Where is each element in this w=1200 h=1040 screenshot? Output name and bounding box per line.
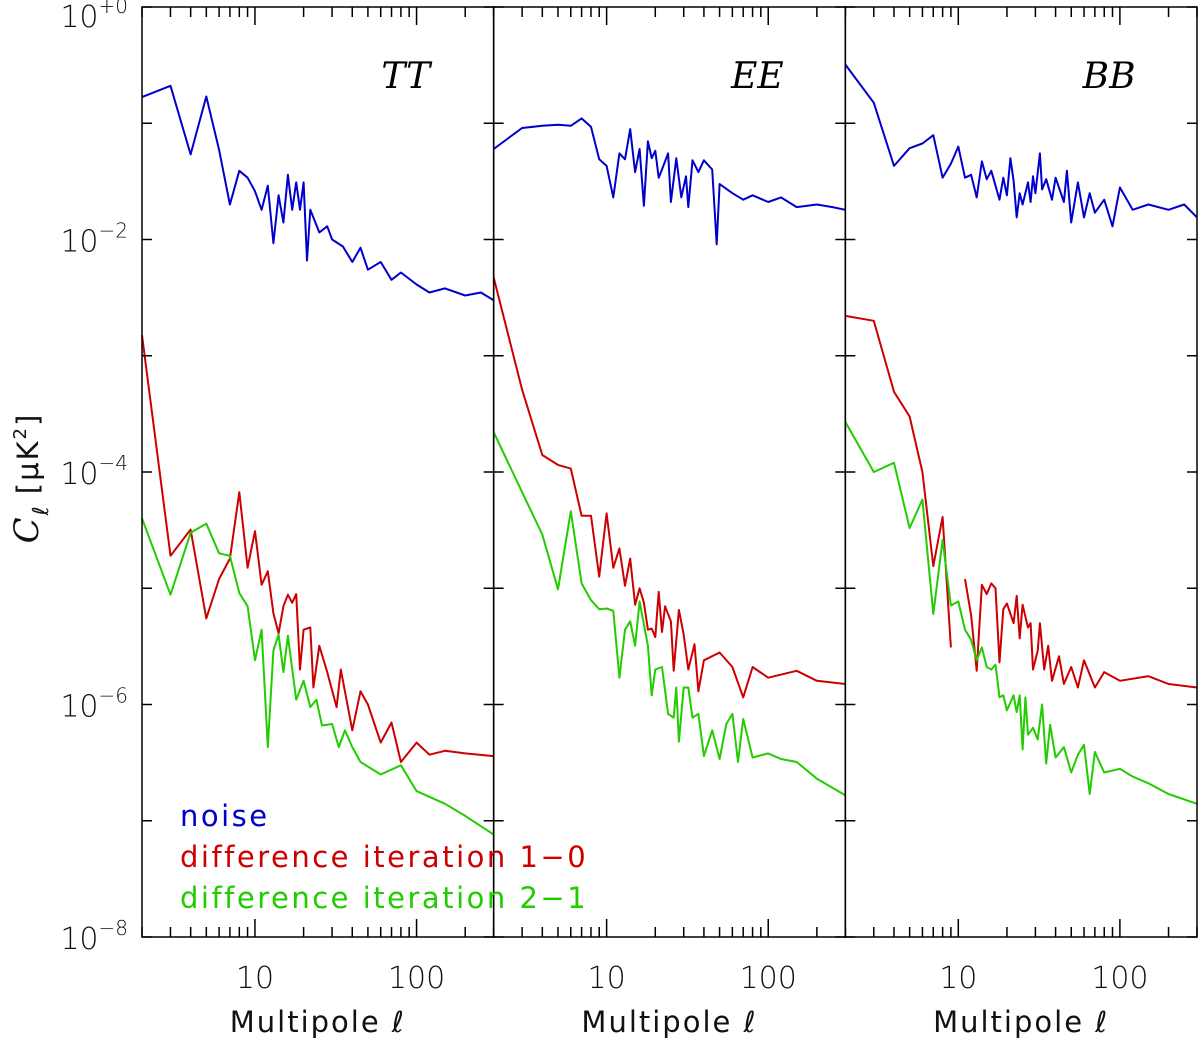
panel-title: BB xyxy=(1082,56,1136,97)
panel-title: TT xyxy=(381,56,433,97)
y-label-unit: [μK xyxy=(11,439,45,494)
x-axis-label: Multipole ℓ xyxy=(581,1005,757,1039)
panel-ee: 10 100 Multipole ℓ EE xyxy=(492,6,847,1039)
panel-bb: 10 100 Multipole ℓ BB xyxy=(844,6,1198,1039)
y-tick-exponent: −6 xyxy=(99,684,128,708)
series-line-diff-1-0 xyxy=(964,578,1198,689)
series-line-noise xyxy=(493,117,846,246)
x-tick-label: 10 xyxy=(236,961,274,996)
y-tick-label: 10−4 xyxy=(60,451,128,492)
series-line-diff-1-0 xyxy=(845,314,952,648)
y-tick-base: 10 xyxy=(60,922,98,957)
panel-frame xyxy=(844,6,1198,938)
y-tick-exponent: −8 xyxy=(99,916,128,940)
y-tick-label: 10+0 xyxy=(60,0,128,35)
series-line-diff-2-1 xyxy=(844,421,1198,805)
y-label-unit-close: ] xyxy=(11,413,45,426)
y-tick-label: 10−2 xyxy=(60,219,128,260)
y-tick-base: 10 xyxy=(60,225,98,260)
series-line-noise xyxy=(844,63,1198,228)
x-tick-label: 10 xyxy=(588,961,626,996)
x-axis-label: Multipole ℓ xyxy=(230,1005,406,1039)
series-line-diff-2-1 xyxy=(492,431,846,797)
y-tick-label: 10−8 xyxy=(60,916,128,957)
series-line-diff-1-0 xyxy=(492,277,846,699)
legend: noise difference iteration 1−0 difference … xyxy=(180,799,588,915)
y-tick-base: 10 xyxy=(60,0,98,35)
x-tick-label: 100 xyxy=(388,961,445,996)
y-tick-label: 10−6 xyxy=(60,684,128,725)
panel-frame xyxy=(492,6,847,938)
legend-entry: noise xyxy=(180,799,270,833)
x-tick-label: 100 xyxy=(740,961,797,996)
panel-frame xyxy=(141,6,495,938)
y-tick-exponent: +0 xyxy=(99,0,128,18)
y-tick-base: 10 xyxy=(60,457,98,492)
y-tick-exponent: −2 xyxy=(99,219,128,243)
x-tick-label: 10 xyxy=(939,961,977,996)
y-label-symbol: C xyxy=(7,515,47,543)
y-tick-exponent: −4 xyxy=(99,451,128,475)
y-tick-base: 10 xyxy=(60,690,98,725)
legend-entry: difference iteration 1−0 xyxy=(180,840,588,874)
series-line-noise xyxy=(141,84,495,302)
x-tick-label: 100 xyxy=(1091,961,1148,996)
panel-tt: 10 100 Multipole ℓ TT xyxy=(141,6,495,1039)
y-label-subscript: ℓ xyxy=(29,504,54,516)
panel-title: EE xyxy=(730,56,784,97)
y-axis-label: Cℓ [μK2] xyxy=(7,413,54,544)
series-line-diff-1-0 xyxy=(141,335,494,763)
x-axis-label: Multipole ℓ xyxy=(933,1005,1109,1039)
legend-entry: difference iteration 2−1 xyxy=(180,881,588,915)
series-line-diff-2-1 xyxy=(141,517,495,836)
y-label-unit-exponent: 2 xyxy=(10,426,31,439)
